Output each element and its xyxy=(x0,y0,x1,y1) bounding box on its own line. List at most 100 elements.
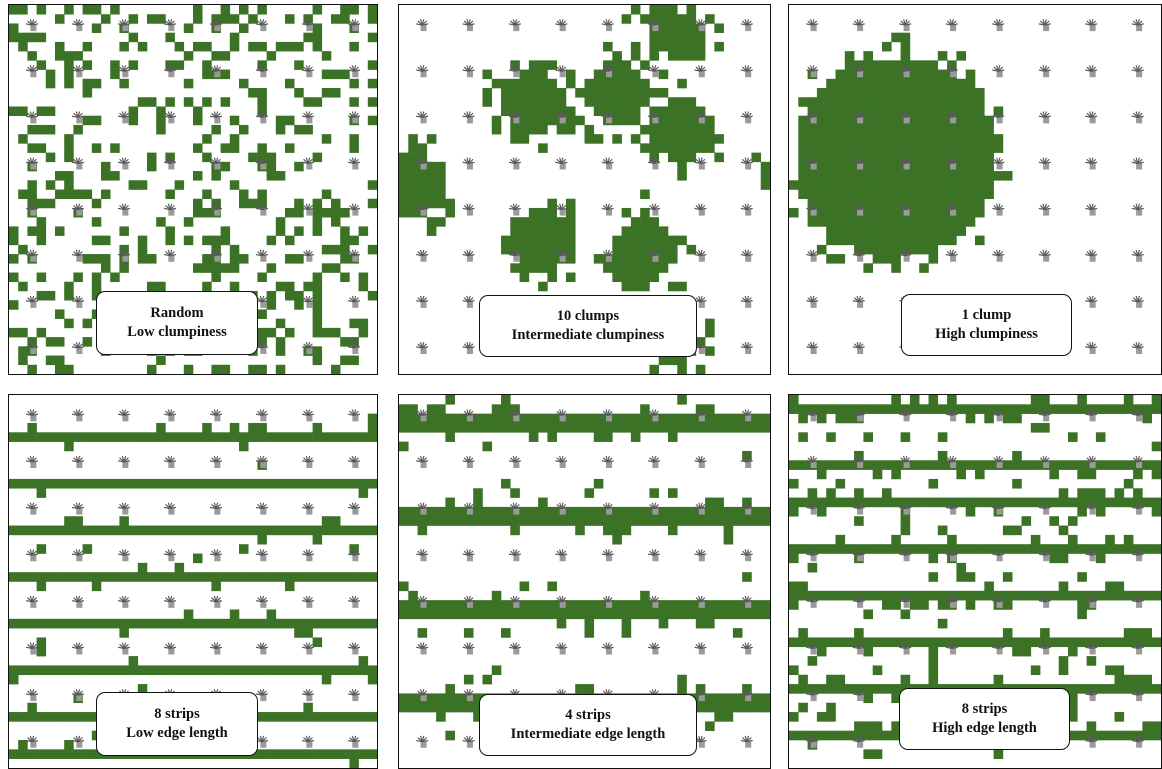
vegetation-cell xyxy=(82,749,93,759)
vegetation-cell xyxy=(193,263,203,273)
vegetation-cell xyxy=(807,497,818,508)
vegetation-cell xyxy=(491,600,502,610)
vegetation-cell xyxy=(91,618,102,629)
vegetation-cell xyxy=(36,618,47,629)
vegetation-cell xyxy=(399,161,409,172)
vegetation-cell xyxy=(835,171,846,181)
vegetation-cell xyxy=(519,263,530,273)
vegetation-cell xyxy=(220,478,231,489)
vegetation-cell xyxy=(202,60,212,70)
vegetation-cell xyxy=(1068,404,1078,414)
vegetation-cell xyxy=(621,14,632,24)
vegetation-cell xyxy=(807,684,818,694)
vegetation-cell xyxy=(686,14,697,24)
vegetation-cell xyxy=(732,516,743,526)
vegetation-cell xyxy=(984,161,994,172)
vegetation-cell xyxy=(340,618,350,629)
vegetation-cell xyxy=(165,226,175,236)
vegetation-cell xyxy=(1068,702,1078,713)
vegetation-cell xyxy=(556,516,567,526)
vegetation-cell xyxy=(844,235,855,246)
tree-sapling-icon xyxy=(852,111,865,124)
vegetation-cell xyxy=(110,618,120,629)
vegetation-cell xyxy=(285,618,295,629)
tree-sapling-icon xyxy=(255,502,269,515)
vegetation-cell xyxy=(882,590,892,601)
vegetation-cell xyxy=(1114,674,1125,685)
vegetation-cell xyxy=(937,134,948,144)
vegetation-cell xyxy=(248,572,258,582)
vegetation-cell xyxy=(340,14,350,24)
vegetation-cell xyxy=(1058,553,1069,564)
vegetation-cell xyxy=(229,525,240,536)
vegetation-cell xyxy=(1012,525,1022,536)
vegetation-cell xyxy=(640,590,650,601)
vegetation-cell xyxy=(882,600,892,610)
vegetation-cell xyxy=(211,235,221,246)
tree-sapling-icon xyxy=(209,157,223,170)
vegetation-cell xyxy=(528,60,539,70)
vegetation-cell xyxy=(993,544,1004,554)
tree-sapling-icon xyxy=(1131,549,1144,562)
vegetation-cell xyxy=(367,97,377,107)
vegetation-cell xyxy=(760,516,770,526)
vegetation-cell xyxy=(872,115,883,126)
vegetation-cell xyxy=(714,516,724,526)
vegetation-cell xyxy=(909,152,920,163)
vegetation-grid xyxy=(399,395,770,748)
vegetation-cell xyxy=(826,226,836,236)
vegetation-cell xyxy=(1105,581,1115,592)
vegetation-cell xyxy=(1002,460,1013,470)
tree-sapling-icon xyxy=(255,595,269,608)
vegetation-cell xyxy=(658,618,669,629)
tree-sapling-icon xyxy=(462,689,475,702)
vegetation-cell xyxy=(463,422,474,433)
vegetation-cell xyxy=(64,441,74,452)
vegetation-cell xyxy=(630,413,641,424)
vegetation-cell xyxy=(229,572,240,582)
vegetation-cell xyxy=(975,161,985,172)
tree-sapling-icon xyxy=(555,111,568,124)
vegetation-cell xyxy=(211,244,221,255)
vegetation-cell xyxy=(1021,497,1032,508)
vegetation-cell xyxy=(547,609,557,620)
vegetation-cell xyxy=(826,702,836,713)
vegetation-cell xyxy=(956,106,966,116)
vegetation-cell xyxy=(947,106,957,116)
vegetation-cell xyxy=(202,572,212,582)
tree-sapling-icon xyxy=(25,735,39,748)
vegetation-cell xyxy=(919,180,929,190)
tree-sapling-icon xyxy=(1038,409,1051,422)
vegetation-cell xyxy=(649,152,660,163)
tree-sapling-icon xyxy=(508,19,521,32)
vegetation-cell xyxy=(993,497,1004,508)
vegetation-cell xyxy=(882,235,892,246)
vegetation-cell xyxy=(1049,516,1059,526)
vegetation-cell xyxy=(947,235,957,246)
vegetation-cell xyxy=(826,460,836,470)
vegetation-cell xyxy=(303,749,313,759)
tree-sapling-icon xyxy=(462,203,475,216)
vegetation-cell xyxy=(491,516,502,526)
vegetation-cell xyxy=(714,497,724,508)
vegetation-cell xyxy=(928,254,939,264)
vegetation-cell xyxy=(82,712,93,722)
vegetation-cell xyxy=(64,290,74,301)
vegetation-cell xyxy=(863,88,873,98)
vegetation-cell xyxy=(565,198,576,209)
tree-sapling-icon xyxy=(508,409,521,422)
vegetation-cell xyxy=(1068,544,1078,554)
tree-sapling-icon xyxy=(25,455,39,468)
tree-sapling-icon xyxy=(852,642,865,655)
vegetation-cell xyxy=(417,152,428,163)
vegetation-cell xyxy=(193,115,203,126)
vegetation-cell xyxy=(649,516,660,526)
tree-sapling-icon xyxy=(648,19,661,32)
vegetation-cell xyxy=(798,544,808,554)
vegetation-cell xyxy=(612,235,622,246)
vegetation-cell xyxy=(36,327,47,338)
tree-sapling-icon xyxy=(945,157,958,170)
vegetation-cell xyxy=(556,609,567,620)
vegetation-cell xyxy=(612,413,622,424)
vegetation-cell xyxy=(367,749,377,759)
